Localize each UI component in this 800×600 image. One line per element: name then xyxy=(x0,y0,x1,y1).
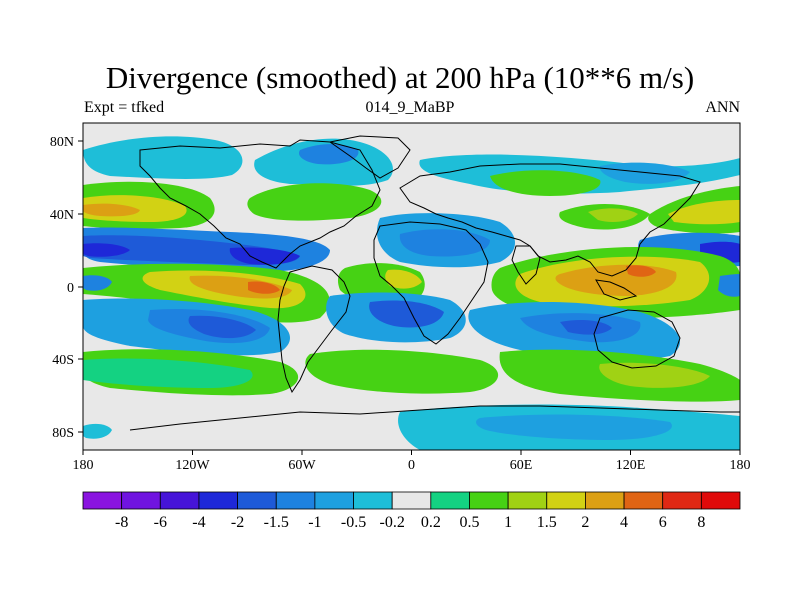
y-tick-label: 80S xyxy=(52,426,74,441)
colorbar-box xyxy=(469,491,509,510)
colorbar-label: -0.2 xyxy=(380,514,405,531)
field-nsub-navy-far-west xyxy=(83,243,130,257)
colorbar-label: 0.2 xyxy=(421,514,441,531)
colorbar-box xyxy=(198,491,238,510)
colorbar-box xyxy=(237,491,277,510)
y-tick-label: 40S xyxy=(52,353,74,368)
field-shigh-blue xyxy=(476,414,672,440)
field-smid-yellowgreen-east xyxy=(599,362,710,388)
contour-fields xyxy=(83,123,740,450)
colorbar-label: -0.5 xyxy=(341,514,366,531)
colorbar-label: 2 xyxy=(581,514,589,531)
x-tick-label: 60E xyxy=(510,458,533,473)
colorbar-label: 1 xyxy=(504,514,512,531)
coast-africa xyxy=(373,221,489,345)
colorbar-label: 6 xyxy=(659,514,667,531)
field-shigh-cyan-west xyxy=(83,423,112,439)
colorbar-label: 0.5 xyxy=(459,514,479,531)
colorbar-label: -8 xyxy=(115,514,128,531)
colorbar-box xyxy=(585,491,625,510)
field-nmid-orange-west xyxy=(83,203,140,217)
colorbar-label: 4 xyxy=(620,514,628,531)
field-eq-red-west xyxy=(248,281,280,294)
field-eq-redorange-indo xyxy=(626,265,656,277)
coast-greenland xyxy=(328,135,411,179)
axis-ticks xyxy=(78,140,741,455)
field-smid-teal-west xyxy=(83,358,253,388)
colorbar-label: -2 xyxy=(231,514,244,531)
y-tick-label: 80N xyxy=(50,135,74,150)
colorbar-label: -4 xyxy=(192,514,205,531)
coast-maritime xyxy=(595,279,638,301)
field-nsub-navy-west xyxy=(229,247,300,265)
colorbar-label: -1 xyxy=(308,514,321,531)
x-tick-label: 60W xyxy=(288,458,316,473)
colorbar-box xyxy=(353,491,393,510)
field-eq-yellow-africa xyxy=(385,269,422,289)
coast-india xyxy=(511,245,541,285)
coast-south-america xyxy=(277,265,351,394)
colorbar: -8 -6 -4 -2 -1.5 -1 -0.5 -0.2 0.2 0.5 1 1.5 2 4 6 8 xyxy=(82,491,741,531)
season-label: ANN xyxy=(705,99,740,116)
field-eq-blue-eastpac xyxy=(718,274,740,297)
field-nmid-green-center xyxy=(247,183,382,221)
field-nmid-green-east xyxy=(490,170,601,196)
coast-australia xyxy=(593,309,681,369)
coastlines xyxy=(129,135,740,431)
colorbar-label: -6 xyxy=(154,514,167,531)
colorbar-label: -1.5 xyxy=(264,514,289,531)
x-tick-label: 180 xyxy=(730,458,751,473)
field-nhigh-blue-center xyxy=(298,144,359,165)
field-ssub-navy-indian xyxy=(560,320,612,335)
colorbar-box xyxy=(391,491,432,510)
field-eq-blue-dateline xyxy=(83,275,112,291)
axis-labels: 180 120W 60W 0 60E 120E 180 80N 40N 0 40… xyxy=(50,135,751,473)
colorbar-box xyxy=(662,491,702,510)
field-nmid-yellow-far-east xyxy=(668,200,740,225)
colorbar-box xyxy=(507,491,548,510)
x-tick-label: 120E xyxy=(616,458,646,473)
colorbar-box xyxy=(275,491,316,510)
field-nhigh-blue-east xyxy=(599,162,690,184)
colorbar-box xyxy=(700,491,741,510)
x-tick-label: 180 xyxy=(73,458,94,473)
coast-eurasia xyxy=(399,163,701,277)
experiment-label: Expt = tfked xyxy=(84,99,165,116)
coast-antarctica xyxy=(129,405,740,431)
y-tick-label: 40N xyxy=(50,208,74,223)
colorbar-label: 1.5 xyxy=(537,514,557,531)
colorbar-box xyxy=(314,491,354,510)
field-nsub-darkblue-center xyxy=(399,229,490,257)
colorbar-box xyxy=(82,491,123,510)
colorbar-box xyxy=(159,491,200,510)
x-tick-label: 120W xyxy=(175,458,210,473)
y-tick-label: 0 xyxy=(67,281,74,296)
colorbar-box xyxy=(623,491,664,510)
plot-title: Divergence (smoothed) at 200 hPa (10**6 … xyxy=(105,60,695,95)
x-tick-label: 0 xyxy=(408,458,415,473)
case-label: 014_9_MaBP xyxy=(365,99,455,116)
coast-north-america xyxy=(139,139,381,269)
field-nmid-yellow-mideast xyxy=(588,208,638,222)
colorbar-box xyxy=(121,491,161,510)
colorbar-box xyxy=(546,491,586,510)
field-smid-green-center xyxy=(305,349,499,394)
colorbar-box xyxy=(430,491,470,510)
field-ssub-navy-west xyxy=(188,315,256,339)
field-ssub-darkblue-atlantic xyxy=(369,300,444,328)
colorbar-label: 8 xyxy=(697,514,705,531)
